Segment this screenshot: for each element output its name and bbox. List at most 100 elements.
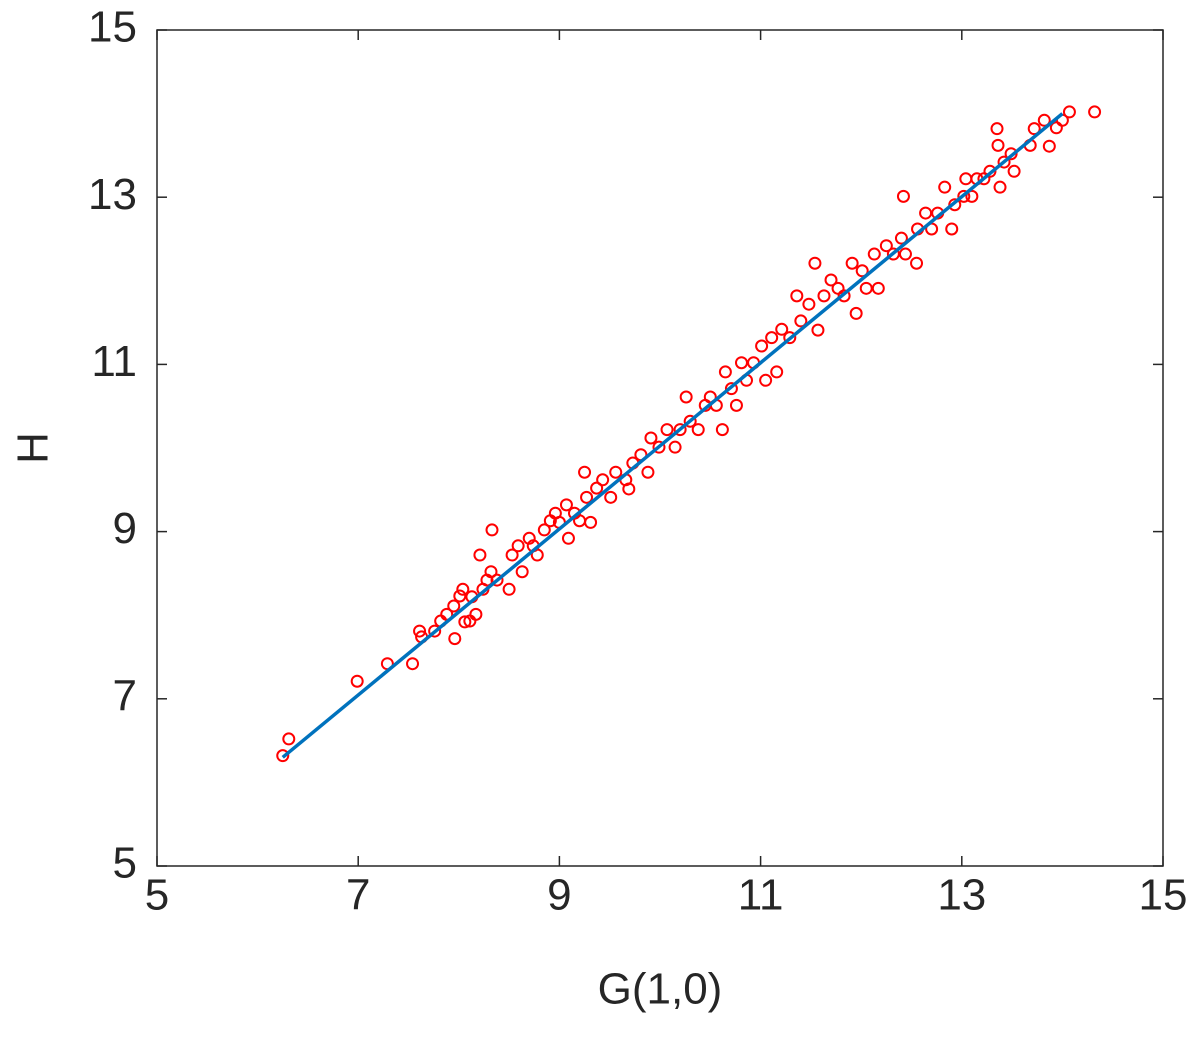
point (765, 331, 779, 345)
point (679, 390, 693, 404)
point (993, 180, 1007, 194)
point (879, 239, 893, 253)
point (770, 365, 784, 379)
y-tick-label: 15 (88, 3, 137, 52)
point (584, 515, 598, 529)
point (559, 498, 573, 512)
point (490, 573, 504, 587)
point (794, 314, 808, 328)
x-tick-label: 9 (547, 871, 571, 920)
point (919, 206, 933, 220)
point (718, 365, 732, 379)
point (604, 490, 618, 504)
point (484, 565, 498, 579)
point (867, 247, 881, 261)
point (802, 297, 816, 311)
y-tick-label: 5 (113, 839, 137, 888)
point (469, 607, 483, 621)
point (406, 657, 420, 671)
point (561, 531, 575, 545)
point (1062, 105, 1076, 119)
point (473, 548, 487, 562)
point (824, 273, 838, 287)
x-axis-label: G(1,0) (598, 965, 723, 1014)
point (817, 289, 831, 303)
x-tick-label: 7 (346, 871, 370, 920)
point (990, 122, 1004, 136)
point (775, 322, 789, 336)
point (855, 264, 869, 278)
point (537, 523, 551, 537)
point (673, 423, 687, 437)
point (652, 440, 666, 454)
point (578, 465, 592, 479)
point (871, 281, 885, 295)
point (350, 674, 364, 688)
point (945, 222, 959, 236)
point (413, 624, 427, 638)
point (910, 256, 924, 270)
point (511, 539, 525, 553)
point (668, 440, 682, 454)
point (957, 189, 971, 203)
point (502, 582, 516, 596)
point (641, 465, 655, 479)
point (790, 289, 804, 303)
point (734, 356, 748, 370)
x-tick-label: 15 (1139, 871, 1188, 920)
point (837, 289, 851, 303)
point (991, 138, 1005, 152)
point (849, 306, 863, 320)
y-tick-label: 13 (88, 170, 137, 219)
point (448, 632, 462, 646)
point (896, 189, 910, 203)
point (965, 189, 979, 203)
y-tick-label: 11 (91, 337, 137, 386)
point (983, 164, 997, 178)
x-tick-label: 13 (937, 871, 986, 920)
point (458, 615, 472, 629)
point (683, 414, 697, 428)
point (808, 256, 822, 270)
point (1007, 164, 1021, 178)
point (580, 490, 594, 504)
point (453, 589, 467, 603)
point (691, 423, 705, 437)
point (1037, 113, 1051, 127)
x-tick-label: 11 (738, 871, 784, 920)
point (759, 373, 773, 387)
point (282, 732, 296, 746)
point (948, 198, 962, 212)
x-tick-label: 5 (145, 871, 169, 920)
point (859, 281, 873, 295)
point (456, 582, 470, 596)
point (590, 481, 604, 495)
point (845, 256, 859, 270)
point (660, 423, 674, 437)
point (783, 331, 797, 345)
point (522, 531, 536, 545)
point (276, 749, 290, 763)
y-tick-label: 9 (113, 504, 137, 553)
y-axis-label: H (9, 432, 58, 464)
point (997, 155, 1011, 169)
point (622, 482, 636, 496)
point (644, 431, 658, 445)
point (886, 247, 900, 261)
point (1088, 105, 1102, 119)
point (515, 565, 529, 579)
fit-line (281, 112, 1064, 759)
point (1042, 139, 1056, 153)
point (715, 423, 729, 437)
point (505, 548, 519, 562)
point (1027, 122, 1041, 136)
point (811, 323, 825, 337)
y-tick-label: 7 (113, 671, 137, 720)
point (530, 548, 544, 562)
point (447, 599, 461, 613)
point (894, 231, 908, 245)
point (485, 523, 499, 537)
point (898, 247, 912, 261)
